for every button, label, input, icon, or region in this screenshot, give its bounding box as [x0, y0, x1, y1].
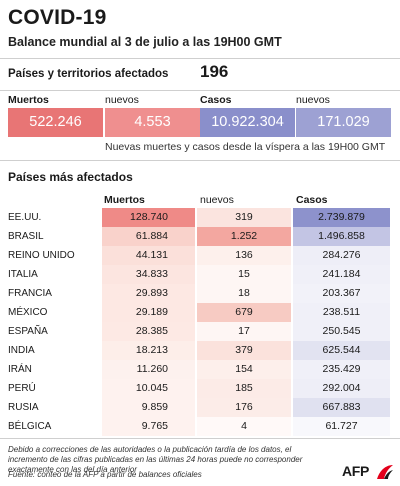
new-deaths-cell: 379	[197, 341, 291, 360]
table-row: IRÁN 11.260 154 235.429	[0, 360, 400, 379]
deaths-cell: 44.131	[102, 246, 195, 265]
deaths-cell: 28.385	[102, 322, 195, 341]
deaths-cell: 29.189	[102, 303, 195, 322]
deaths-cell: 61.884	[102, 227, 195, 246]
country-name: REINO UNIDO	[8, 250, 75, 261]
new-deaths-cell: 679	[197, 303, 291, 322]
afp-logo: AFP	[342, 463, 393, 479]
country-name: ESPAÑA	[8, 326, 48, 337]
deaths-value: 10.045	[135, 382, 168, 394]
new-deaths-cell: 319	[197, 208, 291, 227]
affected-countries-label: Países y territorios afectados	[8, 68, 169, 80]
country-name: ITALIA	[8, 269, 38, 280]
deaths-cell: 29.893	[102, 284, 195, 303]
countries-table: EE.UU. 128.740 319 2.739.879 BRASIL 61.8…	[0, 208, 400, 436]
table-row: INDIA 18.213 379 625.544	[0, 341, 400, 360]
deaths-value: 29.189	[135, 306, 168, 318]
cases-cell: 250.545	[293, 322, 390, 341]
deaths-cell: 9.765	[102, 417, 195, 436]
country-name: IRÁN	[8, 364, 32, 375]
footnote: Debido a correcciones de las autoridades…	[8, 445, 303, 474]
cases-cell: 203.367	[293, 284, 390, 303]
table-row: EE.UU. 128.740 319 2.739.879	[0, 208, 400, 227]
cases-cell: 61.727	[293, 417, 390, 436]
table-row: RUSIA 9.859 176 667.883	[0, 398, 400, 417]
summary-cases-header: Casos	[200, 94, 232, 106]
afp-logo-icon	[377, 465, 393, 479]
table-row: FRANCIA 29.893 18 203.367	[0, 284, 400, 303]
new-deaths-cell: 136	[197, 246, 291, 265]
deaths-value: 28.385	[135, 325, 168, 337]
table-row: MÉXICO 29.189 679 238.511	[0, 303, 400, 322]
deaths-value: 128.740	[130, 211, 168, 223]
divider	[0, 438, 400, 439]
new-deaths-cell: 18	[197, 284, 291, 303]
new-deaths-cell: 15	[197, 265, 291, 284]
deaths-value: 44.131	[135, 249, 168, 261]
deaths-value: 29.893	[135, 287, 168, 299]
country-name: PERÚ	[8, 383, 36, 394]
cases-cell: 667.883	[293, 398, 390, 417]
deaths-cell: 9.859	[102, 398, 195, 417]
summary-new-cases-value: 171.029	[296, 108, 391, 137]
cases-cell: 625.544	[293, 341, 390, 360]
country-name: FRANCIA	[8, 288, 52, 299]
country-name: BRASIL	[8, 231, 44, 242]
deaths-cell: 18.213	[102, 341, 195, 360]
summary-deaths-value: 522.246	[8, 108, 103, 137]
countries-section-title: Países más afectados	[8, 170, 133, 184]
cases-cell: 284.276	[293, 246, 390, 265]
cases-cell: 235.429	[293, 360, 390, 379]
new-deaths-cell: 1.252	[197, 227, 291, 246]
page-subtitle: Balance mundial al 3 de julio a las 19H0…	[8, 35, 282, 49]
deaths-cell: 11.260	[102, 360, 195, 379]
divider	[0, 58, 400, 59]
country-name: RUSIA	[8, 402, 39, 413]
country-name: INDIA	[8, 345, 35, 356]
deaths-value: 11.260	[136, 363, 168, 375]
table-header-deaths: Muertos	[104, 194, 145, 206]
page-title: COVID-19	[8, 6, 107, 29]
deaths-value: 9.765	[141, 420, 168, 432]
deaths-value: 9.859	[141, 401, 168, 413]
table-row: BRASIL 61.884 1.252 1.496.858	[0, 227, 400, 246]
summary-new-deaths-value: 4.553	[105, 108, 200, 137]
deaths-cell: 34.833	[102, 265, 195, 284]
cases-cell: 2.739.879	[293, 208, 390, 227]
new-deaths-cell: 185	[197, 379, 291, 398]
new-deaths-cell: 17	[197, 322, 291, 341]
summary-cases-value: 10.922.304	[200, 108, 295, 137]
cases-cell: 238.511	[293, 303, 390, 322]
country-name: EE.UU.	[8, 212, 42, 223]
new-deaths-cell: 176	[197, 398, 291, 417]
divider	[0, 160, 400, 161]
summary-note: Nuevas muertes y casos desde la víspera …	[105, 141, 386, 153]
table-row: REINO UNIDO 44.131 136 284.276	[0, 246, 400, 265]
country-name: MÉXICO	[8, 307, 48, 318]
country-name: BÉLGICA	[8, 421, 52, 432]
summary-new-deaths-header: nuevos	[105, 94, 139, 106]
summary-deaths-header: Muertos	[8, 94, 49, 106]
deaths-cell: 128.740	[102, 208, 195, 227]
new-deaths-cell: 154	[197, 360, 291, 379]
deaths-value: 34.833	[135, 268, 168, 280]
cases-cell: 292.004	[293, 379, 390, 398]
table-row: BÉLGICA 9.765 4 61.727	[0, 417, 400, 436]
source-note: Fuente: conteo de la AFP a partir de bal…	[8, 470, 202, 479]
divider	[0, 90, 400, 91]
summary-new-cases-header: nuevos	[296, 94, 330, 106]
table-row: ITALIA 34.833 15 241.184	[0, 265, 400, 284]
table-row: PERÚ 10.045 185 292.004	[0, 379, 400, 398]
deaths-value: 18.213	[135, 344, 168, 356]
cases-cell: 241.184	[293, 265, 390, 284]
affected-countries-value: 196	[200, 62, 229, 81]
table-header-new-deaths: nuevos	[200, 194, 234, 206]
deaths-value: 61.884	[135, 230, 168, 242]
table-header-cases: Casos	[296, 194, 328, 206]
deaths-cell: 10.045	[102, 379, 195, 398]
table-row: ESPAÑA 28.385 17 250.545	[0, 322, 400, 341]
new-deaths-cell: 4	[197, 417, 291, 436]
cases-cell: 1.496.858	[293, 227, 390, 246]
afp-logo-text: AFP	[342, 463, 370, 479]
